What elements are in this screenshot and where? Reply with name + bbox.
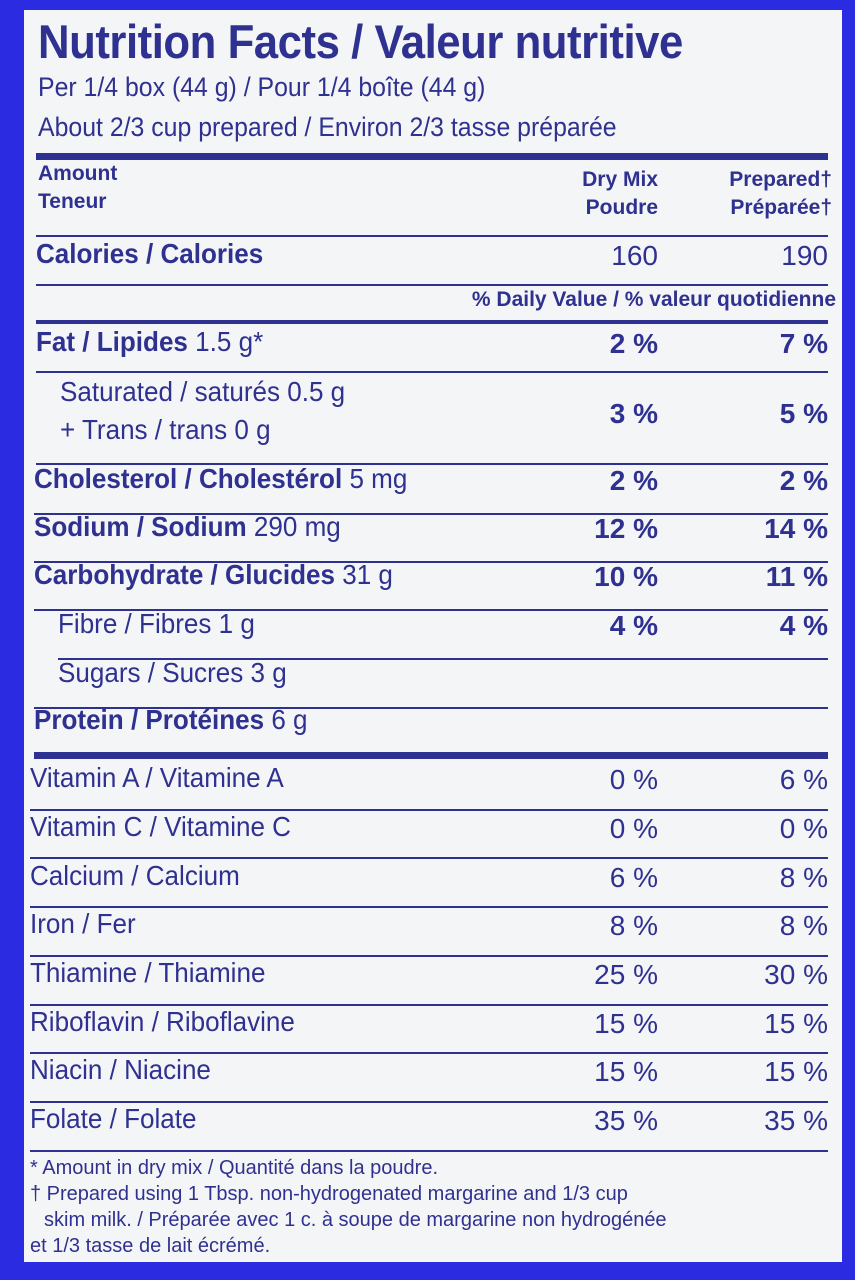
calories-label: Calories / Calories xyxy=(36,238,264,269)
footnote-dagger: † Prepared using 1 Tbsp. non-hydrogenate… xyxy=(30,1183,628,1205)
divider xyxy=(30,1004,828,1006)
prepared-value: 15 % xyxy=(764,1008,828,1039)
divider xyxy=(36,235,828,237)
prepared-en: Prepared† xyxy=(729,168,832,191)
divider xyxy=(36,463,828,465)
header-dry-mix: Dry Mix Poudre xyxy=(582,166,658,222)
dry-value: 25 % xyxy=(594,959,658,990)
nutrient-name: Fat / Lipides xyxy=(36,326,188,357)
dry-mix-en: Dry Mix xyxy=(582,168,658,191)
nutrient-name: Sodium / Sodium xyxy=(34,511,247,542)
vitamin-name: Iron / Fer xyxy=(30,908,136,939)
divider xyxy=(30,906,828,908)
nutrient-name: Sugars / Sucres xyxy=(58,657,244,688)
dry-value: 35 % xyxy=(594,1105,658,1136)
prepared-value: 6 % xyxy=(779,764,828,795)
divider-thick xyxy=(34,752,828,759)
footnote-dagger-cont2: et 1/3 tasse de lait écrémé. xyxy=(30,1235,271,1257)
nutrient-amount: 5 mg xyxy=(349,463,408,494)
vitamin-name: Folate / Folate xyxy=(30,1103,197,1134)
prepared-value: 30 % xyxy=(764,959,828,990)
dry-value: 12 % xyxy=(594,513,658,544)
footnote-asterisk: * Amount in dry mix / Quantité dans la p… xyxy=(30,1157,438,1179)
label-title: Nutrition Facts / Valeur nutritive xyxy=(38,15,683,68)
amount-en: Amount xyxy=(38,162,118,185)
dry-mix-fr: Poudre xyxy=(585,196,658,219)
nutrient-amount: 31 g xyxy=(342,559,393,590)
dry-value: 15 % xyxy=(594,1056,658,1087)
footnote-dagger-cont: skim milk. / Préparée avec 1 c. à soupe … xyxy=(44,1209,667,1231)
divider xyxy=(30,1101,828,1103)
prepared-value: 35 % xyxy=(764,1105,828,1136)
serving-prepared: About 2/3 cup prepared / Environ 2/3 tas… xyxy=(38,112,617,142)
divider xyxy=(30,1150,828,1152)
divider xyxy=(34,707,828,709)
nutrition-facts-panel: Nutrition Facts / Valeur nutritive Per 1… xyxy=(24,10,842,1262)
dry-value: 8 % xyxy=(609,910,658,941)
calories-dry: 160 xyxy=(611,240,658,271)
vitamin-name: Calcium / Calcium xyxy=(30,860,240,891)
nutrient-amount: 290 mg xyxy=(253,511,341,542)
vitamin-name: Niacin / Niacine xyxy=(30,1054,211,1085)
prepared-value: 11 % xyxy=(765,561,828,592)
amount-fr: Teneur xyxy=(38,190,107,213)
nutrient-name: Protein / Protéines xyxy=(34,704,265,735)
dry-value: 4 % xyxy=(609,610,658,641)
prepared-value: 15 % xyxy=(764,1056,828,1087)
prepared-fr: Préparée† xyxy=(730,196,832,219)
divider xyxy=(30,1052,828,1054)
nutrient-amount: + Trans / trans 0 g xyxy=(60,414,271,445)
nutrient-name: Fibre / Fibres xyxy=(58,608,212,639)
dry-value: 2 % xyxy=(609,328,658,359)
dry-value: 0 % xyxy=(609,813,658,844)
divider xyxy=(30,809,828,811)
divider xyxy=(34,513,828,515)
dry-value: 10 % xyxy=(594,561,658,592)
dry-value: 0 % xyxy=(609,764,658,795)
prepared-value: 5 % xyxy=(779,398,828,429)
header-amount: Amount Teneur xyxy=(38,160,117,216)
prepared-value: 0 % xyxy=(779,813,828,844)
divider-thick xyxy=(36,153,828,160)
divider-thick xyxy=(36,320,828,324)
nutrient-amount: 1.5 g* xyxy=(195,326,264,357)
calories-prepared: 190 xyxy=(781,240,828,271)
divider xyxy=(58,658,828,660)
vitamin-name: Thiamine / Thiamine xyxy=(30,957,266,988)
divider xyxy=(30,955,828,957)
prepared-value: 4 % xyxy=(779,610,828,641)
vitamin-name: Vitamin A / Vitamine A xyxy=(30,762,284,793)
dry-value: 3 % xyxy=(609,398,658,429)
prepared-value: 2 % xyxy=(779,465,828,496)
nutrient-name: Saturated / saturés 0.5 g xyxy=(60,376,346,407)
vitamin-name: Vitamin C / Vitamine C xyxy=(30,811,291,842)
header-prepared: Prepared† Préparée† xyxy=(729,166,832,222)
daily-value-header: % Daily Value / % valeur quotidienne xyxy=(471,288,836,311)
divider xyxy=(30,857,828,859)
divider xyxy=(34,609,828,611)
nutrient-amount: 1 g xyxy=(218,608,255,639)
vitamin-name: Riboflavin / Riboflavine xyxy=(30,1006,295,1037)
serving-size: Per 1/4 box (44 g) / Pour 1/4 boîte (44 … xyxy=(38,72,486,102)
divider xyxy=(34,561,828,563)
prepared-value: 8 % xyxy=(779,910,828,941)
dry-value: 15 % xyxy=(594,1008,658,1039)
nutrient-amount: 3 g xyxy=(250,657,287,688)
divider xyxy=(36,371,828,373)
nutrient-amount: 6 g xyxy=(271,704,308,735)
prepared-value: 8 % xyxy=(779,862,828,893)
dry-value: 2 % xyxy=(609,465,658,496)
divider xyxy=(36,284,828,286)
nutrient-name: Carbohydrate / Glucides xyxy=(34,559,335,590)
prepared-value: 7 % xyxy=(779,328,828,359)
prepared-value: 14 % xyxy=(764,513,828,544)
dry-value: 6 % xyxy=(609,862,658,893)
nutrient-name: Cholesterol / Cholestérol xyxy=(34,463,343,494)
